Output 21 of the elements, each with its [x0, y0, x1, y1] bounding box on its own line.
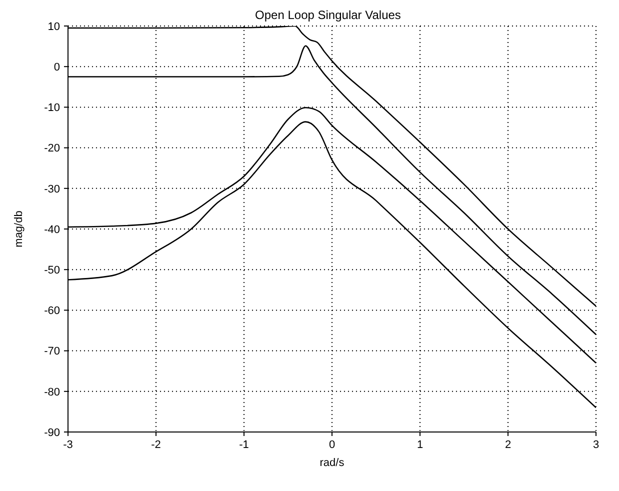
chart-title: Open Loop Singular Values [254, 8, 402, 22]
y-tick-label: 0 [54, 62, 60, 74]
y-tick-label: -10 [44, 102, 60, 114]
x-tick-label: 3 [592, 438, 600, 451]
x-tick-label: -2 [151, 438, 161, 451]
x-tick-label: -1 [239, 438, 249, 451]
x-tick-label: 2 [504, 438, 512, 451]
y-axis-title: mag/db [12, 210, 25, 248]
x-tick-label: 1 [416, 438, 424, 451]
y-tick-label: -60 [44, 305, 60, 318]
y-tick-label: -50 [44, 264, 60, 277]
y-tick-label: -30 [44, 183, 60, 196]
y-tick-label: -80 [44, 386, 60, 398]
x-tick-label: 0 [328, 438, 336, 451]
y-tick-label: -40 [44, 224, 60, 236]
y-tick-label: -90 [44, 426, 60, 439]
y-tick-label: -70 [44, 346, 60, 358]
x-tick-label: -3 [63, 438, 73, 451]
y-tick-label: 10 [48, 20, 60, 33]
x-axis-title: rad/s [320, 457, 345, 469]
y-tick-label: -20 [44, 142, 60, 155]
